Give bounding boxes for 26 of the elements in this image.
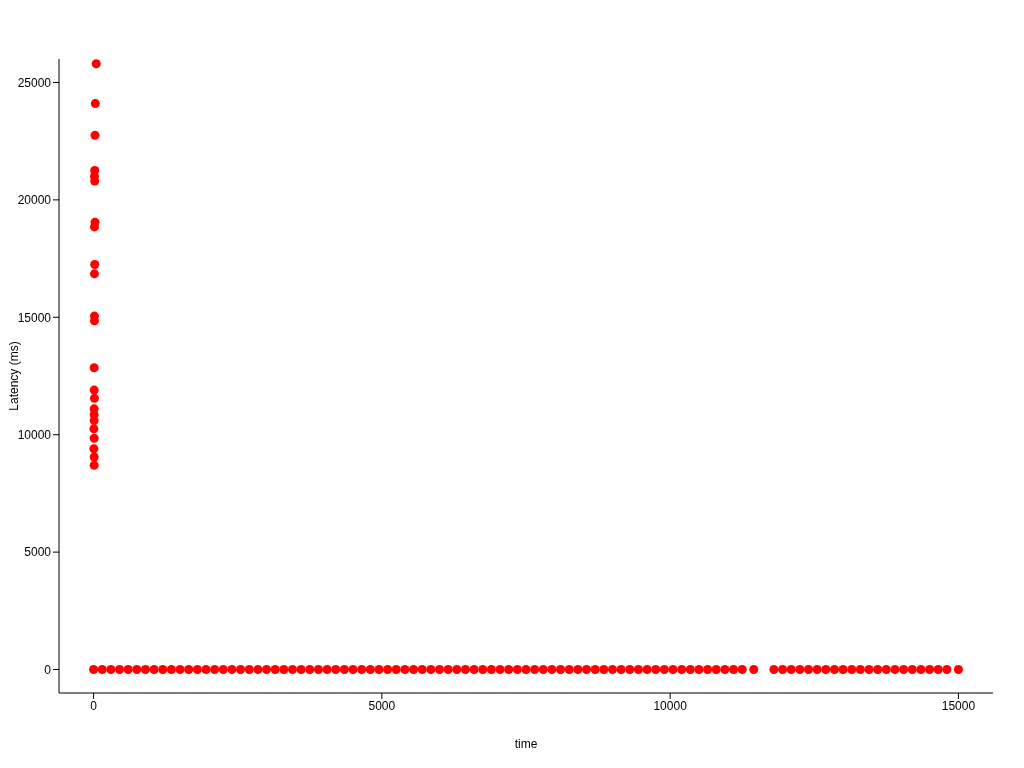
y-axis-title: Latency (ms) xyxy=(7,341,22,411)
y-tick-label: 25000 xyxy=(17,75,52,90)
point xyxy=(90,99,100,109)
point xyxy=(90,130,100,140)
x-tick-label: 5000 xyxy=(368,698,396,713)
x-tick-label: 0 xyxy=(90,698,98,713)
y-tick-label: 0 xyxy=(44,662,52,677)
point xyxy=(89,363,99,373)
point xyxy=(89,269,99,279)
y-tick-label: 10000 xyxy=(17,427,52,442)
point xyxy=(89,444,99,454)
x-tick-label: 15000 xyxy=(941,698,976,713)
x-axis-title: time xyxy=(514,737,538,751)
y-tick-label: 5000 xyxy=(24,545,52,560)
point xyxy=(89,452,99,462)
point xyxy=(89,433,99,443)
x-tick-label: 10000 xyxy=(653,698,688,713)
point xyxy=(89,393,99,403)
y-tick-label: 20000 xyxy=(17,193,52,208)
point xyxy=(90,259,100,269)
point xyxy=(91,59,101,69)
point xyxy=(89,424,99,434)
point xyxy=(89,416,99,426)
point xyxy=(89,460,99,470)
point xyxy=(89,385,99,395)
y-tick-label: 15000 xyxy=(17,310,52,325)
